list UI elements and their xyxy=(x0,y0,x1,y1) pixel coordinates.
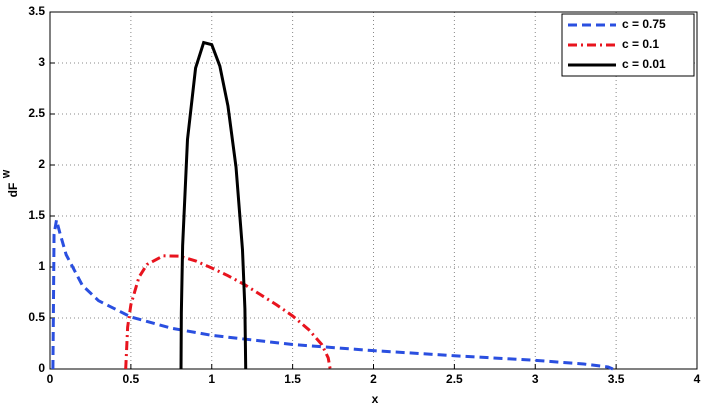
series-line xyxy=(124,254,332,370)
x-tick-label: 3 xyxy=(532,372,539,386)
x-tick-label: 2 xyxy=(370,372,377,386)
y-axis-label: dF xyxy=(6,183,20,198)
x-tick-label: 4 xyxy=(694,372,701,386)
legend-label: c = 0.1 xyxy=(622,37,659,51)
series-line xyxy=(51,219,614,371)
y-tick-label: 3 xyxy=(38,55,45,69)
series-line xyxy=(179,40,248,370)
plot-frame xyxy=(49,11,698,370)
y-axis-label-group: dF W xyxy=(1,169,20,197)
x-tick-label: 1 xyxy=(208,372,215,386)
legend-label: c = 0.75 xyxy=(622,17,666,31)
y-tick-label: 3.5 xyxy=(28,4,45,18)
y-tick-label: 0 xyxy=(38,361,45,375)
x-tick-label: 0.5 xyxy=(123,372,140,386)
y-tick-label: 2 xyxy=(38,157,45,171)
y-axis-label-sup: W xyxy=(1,169,11,178)
y-tick-label: 2.5 xyxy=(28,106,45,120)
x-tick-label: 0 xyxy=(47,372,54,386)
y-tick-label: 0.5 xyxy=(28,310,45,324)
x-tick-label: 1.5 xyxy=(284,372,301,386)
y-tick-label: 1 xyxy=(38,259,45,273)
x-axis-label: x xyxy=(372,392,379,406)
x-tick-label: 2.5 xyxy=(446,372,463,386)
legend-label: c = 0.01 xyxy=(622,57,666,71)
y-tick-label: 1.5 xyxy=(28,208,45,222)
x-tick-label: 3.5 xyxy=(608,372,625,386)
